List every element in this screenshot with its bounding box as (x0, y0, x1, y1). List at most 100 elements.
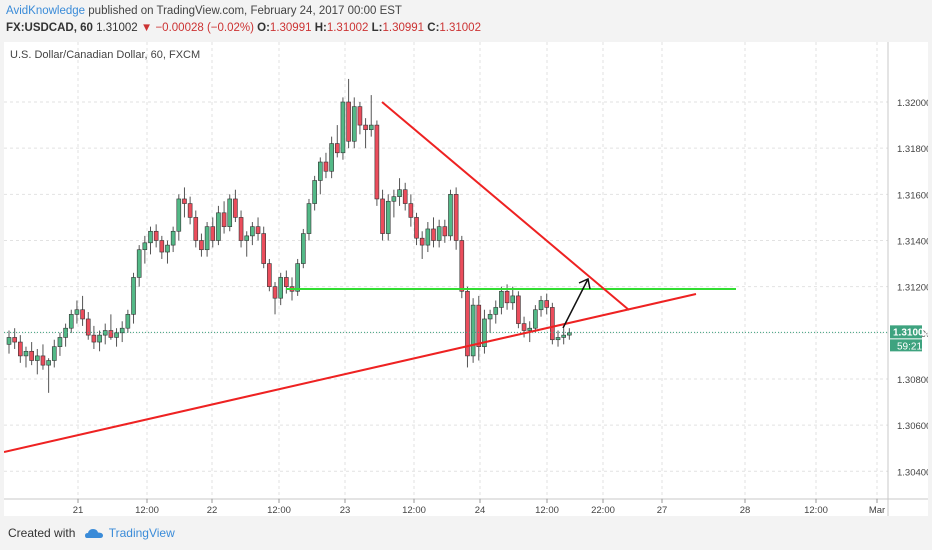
candle-body (97, 334, 102, 343)
time-tick-label: 24 (475, 505, 486, 516)
candle (23, 346, 29, 368)
candle (136, 245, 142, 287)
ascending-trendline[interactable] (4, 293, 697, 453)
grid-lines (4, 42, 888, 499)
candle-body (329, 143, 334, 172)
close-value: 1.31002 (439, 22, 481, 34)
candle-body (402, 189, 408, 204)
candle (272, 282, 278, 315)
candle (170, 226, 176, 253)
candle-body (357, 106, 363, 126)
candle-body (385, 200, 391, 234)
candle-body (176, 198, 182, 232)
candle (238, 210, 244, 248)
candle (555, 330, 561, 347)
candle (351, 97, 357, 149)
candle (363, 118, 368, 149)
candle-body (204, 226, 210, 251)
price-tick-label: 1.30400 (897, 467, 928, 478)
candle-body (165, 244, 170, 253)
time-scale[interactable]: 21 12:00 22 12:00 23 12:00 24 12:00 22:00 27 28 12:… (73, 499, 885, 516)
candle (18, 335, 23, 363)
candle-body (18, 341, 23, 357)
candle (368, 95, 374, 137)
author-link[interactable]: AvidKnowledge (6, 5, 86, 17)
time-tick-label: 27 (657, 505, 668, 516)
candle (267, 258, 272, 292)
candle (306, 198, 312, 241)
candle (493, 300, 499, 324)
candle (567, 328, 572, 340)
candle-body (221, 212, 227, 227)
time-tick-label: 12:00 (535, 505, 559, 516)
candle-body (527, 327, 533, 331)
candle (408, 194, 414, 227)
candle (482, 309, 487, 354)
candle (148, 226, 153, 255)
candle-body (153, 230, 159, 241)
candle (397, 178, 402, 206)
candle-body (301, 233, 306, 264)
open-value: 1.30991 (269, 22, 312, 34)
arrow-head-icon (578, 277, 591, 290)
candle (487, 309, 493, 333)
candle-body (23, 350, 29, 357)
low-value: 1.30991 (382, 22, 425, 34)
candle (476, 295, 482, 361)
candle (385, 194, 391, 241)
chart-pane[interactable]: 1.304001.306001.308001.310001.312001.314… (4, 42, 928, 516)
descending-trendline[interactable] (381, 101, 630, 311)
candle-body (425, 228, 431, 246)
price-scale[interactable]: 1.304001.306001.308001.310001.312001.314… (897, 98, 928, 478)
candle (431, 217, 436, 248)
candle (261, 226, 267, 269)
candle (284, 270, 289, 294)
candle-body (487, 314, 493, 320)
price-tick-label: 1.31800 (897, 144, 928, 155)
candle-body (278, 277, 283, 299)
candle (102, 323, 108, 345)
candle (357, 102, 363, 135)
candle (142, 235, 148, 264)
candle-body (272, 286, 278, 299)
candle (329, 136, 334, 179)
candle-body (85, 318, 91, 336)
time-tick-label: 28 (740, 505, 751, 516)
candle (470, 298, 476, 363)
candle-body (561, 334, 566, 338)
high-value: 1.31002 (326, 22, 369, 34)
candle-body (493, 307, 499, 315)
projection-arrow[interactable] (562, 278, 589, 329)
tradingview-brand[interactable]: TradingView (108, 526, 175, 540)
candle-body (470, 304, 476, 357)
candle (340, 97, 346, 160)
candle (125, 309, 131, 333)
candle (459, 235, 465, 299)
candle-body (408, 203, 414, 218)
candle-body (244, 235, 250, 241)
chart-title: U.S. Dollar/Canadian Dollar, 60, FXCM (10, 49, 200, 61)
candle-body (187, 203, 193, 218)
candle (74, 300, 80, 324)
candle-body (255, 226, 261, 234)
candle-body (397, 189, 402, 197)
candle (414, 212, 419, 246)
candle-body (34, 355, 40, 361)
price-tick-label: 1.31400 (897, 236, 928, 247)
candle (176, 194, 182, 241)
candle-body (238, 217, 244, 241)
candle (46, 358, 51, 393)
candle-body (533, 309, 538, 329)
candle (250, 222, 255, 246)
candle-body (419, 237, 425, 246)
candle-body (68, 314, 74, 329)
candle-body (210, 226, 216, 241)
candle (63, 323, 68, 347)
candle-body (334, 143, 340, 154)
price-chart[interactable]: 1.304001.306001.308001.310001.312001.314… (4, 42, 928, 516)
drawings (4, 101, 888, 453)
candle (227, 194, 233, 232)
candle-body (340, 101, 346, 154)
close-label: C: (427, 22, 440, 34)
candle (255, 217, 261, 241)
